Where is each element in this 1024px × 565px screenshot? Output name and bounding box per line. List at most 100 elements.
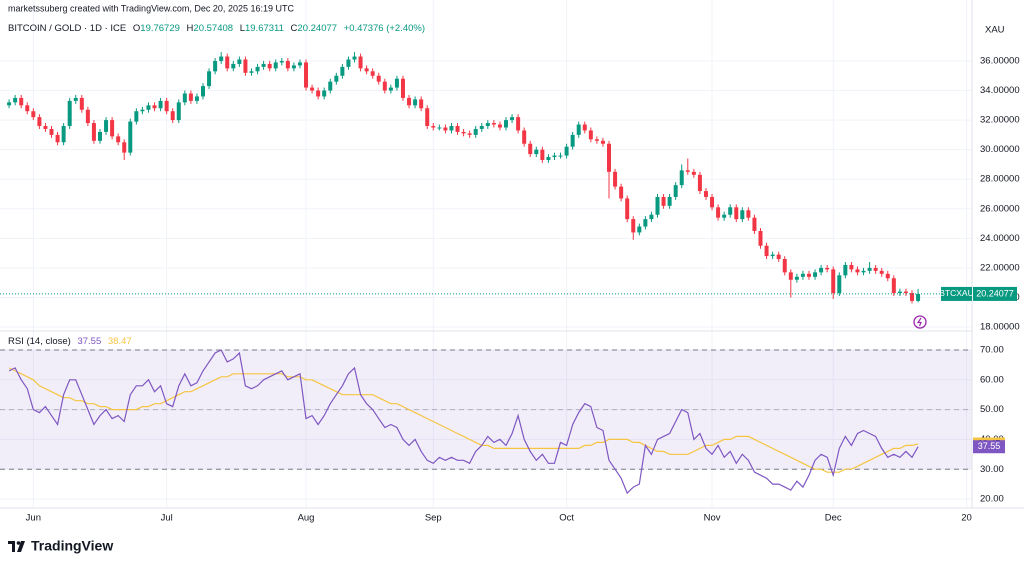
ohlc-value: 20.24077 (297, 23, 337, 34)
candle-body (352, 56, 357, 60)
candle-body (443, 127, 448, 131)
candle-body (7, 102, 12, 106)
x-tick-label: Nov (704, 513, 721, 524)
candle-body (249, 71, 254, 73)
candle-body (413, 99, 418, 106)
candle-body (540, 149, 545, 161)
ohlc-label: O (133, 23, 140, 34)
candle-body (637, 226, 642, 233)
y-tick-label: 20.00 (980, 494, 1004, 505)
candle-body (358, 56, 363, 69)
credit: marketssuberg created with TradingView.c… (8, 3, 294, 13)
y-tick-label: 28.00000 (980, 174, 1020, 185)
candle-body (382, 81, 387, 91)
candle-body (231, 63, 236, 69)
candle-body (128, 121, 133, 153)
candle-body (243, 59, 248, 73)
candle-body (437, 127, 442, 129)
candle-body (328, 81, 333, 91)
candle-body (703, 191, 708, 197)
candle-body (146, 105, 151, 110)
logo-mark (8, 541, 15, 552)
candle-body (861, 270, 866, 273)
candle-body (522, 130, 527, 144)
x-tick-label: Oct (559, 513, 574, 524)
rsi-line (8, 349, 919, 495)
candle-body (388, 87, 393, 91)
y-tick-label: 18.00000 (980, 322, 1020, 333)
candle-body (764, 245, 769, 257)
candle-body (885, 273, 890, 279)
candle-body (122, 142, 127, 153)
candle-body (722, 214, 727, 218)
candle-body (79, 97, 84, 110)
candle-body (61, 126, 66, 143)
ohlc-label: L (240, 23, 245, 34)
candle-body (297, 62, 302, 66)
candle-body (806, 273, 811, 277)
candle-body (55, 134, 60, 143)
logo: TradingView (8, 538, 113, 554)
candle-body (510, 117, 515, 121)
candle-body (710, 196, 715, 208)
candle-body (291, 65, 296, 69)
candle-body (673, 185, 678, 197)
candle-body (419, 99, 424, 109)
x-tick-label: 20 (961, 513, 972, 524)
candle-body (431, 126, 436, 128)
value-tag-box (973, 440, 1005, 454)
candle-body (213, 60, 218, 72)
candle-body (425, 108, 430, 127)
candle-body (873, 267, 878, 271)
candle-body (376, 75, 381, 82)
candle-body (643, 219, 648, 227)
rsi-ma-line (8, 367, 919, 473)
ohlc-value: 20.57408 (193, 23, 233, 34)
y-tick-label: 22.00000 (980, 262, 1020, 273)
candle-body (837, 275, 842, 294)
candle-body (473, 128, 478, 135)
candle-body (158, 100, 163, 109)
candle-body (449, 126, 454, 131)
candle-body (867, 267, 872, 271)
alert-icon (913, 315, 927, 329)
candle-body (285, 60, 290, 69)
x-tick-label: Aug (298, 513, 315, 524)
x-tick-label: Jul (161, 513, 173, 524)
y-tick-label: 30.00 (980, 464, 1004, 475)
candle-body (194, 96, 199, 101)
x-tick-label: Sep (425, 513, 442, 524)
candle-body (479, 126, 484, 129)
rsi-legend: RSI (14, close) 37.55 38.47 (8, 336, 132, 347)
candle-body (346, 59, 351, 67)
candle-body (152, 105, 157, 109)
candle-body (552, 155, 557, 158)
currency: XAU (985, 25, 1005, 36)
candle-body (855, 269, 860, 273)
price-tag-box (973, 286, 1017, 301)
candle-body (631, 219, 636, 233)
candle-body (467, 133, 472, 135)
candle-body (800, 273, 805, 277)
candle-body (570, 134, 575, 147)
candle-body (170, 111, 175, 121)
y-tick-label: 32.00000 (980, 115, 1020, 126)
candle-body (728, 207, 733, 215)
y-tick-label: 34.00000 (980, 85, 1020, 96)
candle-body (201, 86, 206, 97)
candle-body (685, 170, 690, 172)
candle-body (322, 90, 327, 97)
candle-body (776, 254, 781, 260)
candle-body (394, 78, 399, 88)
candle-body (691, 171, 696, 175)
candle-body (819, 267, 824, 273)
candle-body (916, 293, 921, 301)
candle-body (752, 217, 757, 231)
candle-body (164, 100, 169, 112)
candle-body (558, 155, 563, 157)
rsi-value: 37.55 (77, 336, 101, 347)
candle-body (661, 196, 666, 206)
